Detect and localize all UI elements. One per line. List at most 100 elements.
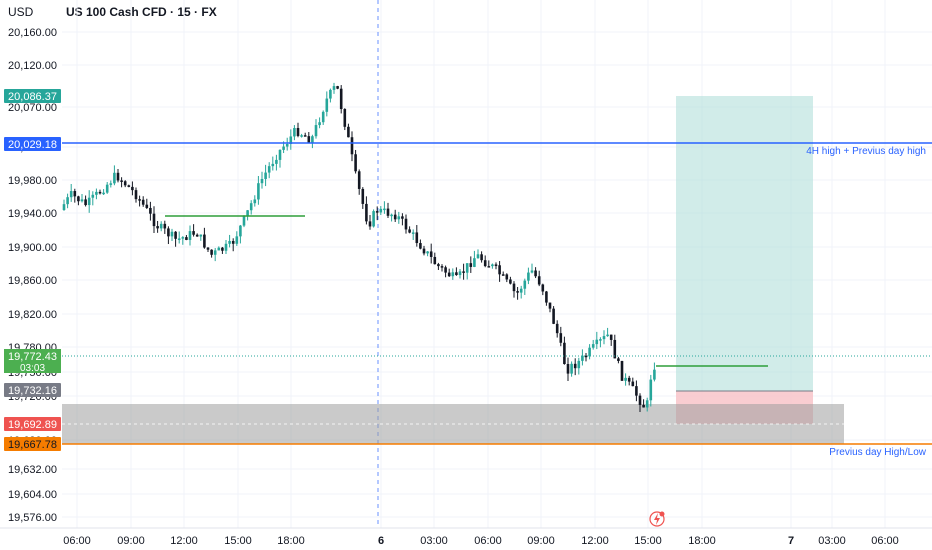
candle-body	[552, 308, 555, 324]
candle-body	[419, 243, 422, 249]
candle-body	[609, 334, 613, 340]
candle-body	[624, 377, 627, 381]
candle-body	[509, 279, 512, 284]
x-tick-label: 09:00	[527, 535, 555, 547]
candle-body	[84, 199, 87, 206]
candle-body	[372, 211, 375, 227]
candle-body	[350, 137, 354, 155]
candle-body	[426, 251, 429, 254]
tag-target: 20,086.37	[8, 91, 57, 103]
symbol-title[interactable]: US 100 Cash CFD · 15 · FX	[66, 5, 217, 19]
candle-body	[339, 88, 343, 110]
candle-body	[516, 291, 519, 293]
candle-body	[357, 171, 361, 189]
lightning-icon	[649, 511, 665, 527]
candle-body	[440, 266, 444, 268]
candle-body	[599, 339, 602, 341]
candle-body	[404, 218, 408, 230]
candle-body	[617, 358, 620, 361]
lightning-glyph	[654, 513, 660, 525]
candles[interactable]	[62, 82, 656, 412]
candle-body	[177, 238, 181, 240]
candle-body	[231, 240, 235, 244]
tag-entry-bg	[4, 383, 61, 397]
candle-body	[462, 271, 465, 273]
candle-body	[573, 363, 577, 369]
candle-body	[127, 185, 131, 187]
candle-body	[512, 283, 516, 292]
candle-body	[95, 191, 98, 195]
candle-body	[228, 240, 231, 244]
candle-body	[206, 247, 210, 250]
candle-body	[584, 355, 588, 358]
x-tick-label: 09:00	[117, 535, 145, 547]
candle-body	[541, 284, 545, 292]
candle-body	[354, 154, 357, 172]
candle-body	[113, 172, 116, 184]
tag-last-price: 19,772.43	[8, 351, 57, 363]
candle-body	[159, 223, 163, 229]
candle-body	[192, 231, 195, 235]
x-tick-label: 15:00	[634, 535, 662, 547]
candle-body	[267, 166, 271, 173]
candle-body	[131, 186, 134, 191]
candle-body	[311, 136, 314, 143]
candle-body	[264, 172, 267, 179]
y-tick-label: 19,632.00	[8, 464, 57, 476]
candle-body	[141, 199, 145, 205]
candle-body	[260, 178, 264, 184]
x-tick-label: 12:00	[170, 535, 198, 547]
candle-body	[476, 254, 480, 259]
y-tick-label: 20,120.00	[8, 60, 57, 72]
candle-body	[213, 250, 217, 255]
candle-body	[458, 271, 462, 276]
candle-body	[581, 355, 584, 361]
candle-body	[332, 86, 336, 90]
candle-body	[653, 369, 656, 380]
candle-body	[87, 197, 91, 206]
candle-body	[447, 272, 451, 277]
candle-body	[365, 203, 368, 222]
candle-body	[487, 266, 491, 268]
candle-body	[289, 136, 293, 145]
candle-body	[588, 347, 591, 357]
candle-body	[386, 208, 390, 216]
candle-body	[123, 181, 127, 186]
levels[interactable]: 4H high + Previus day high Previus day Hi…	[62, 142, 932, 458]
y-tick-label: 19,576.00	[8, 512, 57, 524]
tag-target-bg	[4, 89, 61, 103]
candle-body	[501, 274, 505, 276]
candle-body	[138, 199, 141, 201]
candle-body	[577, 360, 581, 369]
candle-body	[408, 229, 411, 233]
candle-body	[347, 126, 350, 138]
annotation-prev-day: Previus day High/Low	[829, 447, 926, 458]
candle-body	[66, 197, 69, 205]
candle-body	[242, 215, 246, 226]
x-axis[interactable]: 06:00 09:00 12:00 15:00 18:00 6 03:00 06:00 09:0…	[0, 527, 932, 547]
x-tick-label: 7	[788, 535, 794, 547]
candle-body	[548, 302, 552, 309]
candle-body	[336, 86, 339, 89]
y-tick-label: 20,070.00	[8, 102, 57, 114]
candle-body	[451, 272, 455, 277]
candle-body	[469, 263, 473, 267]
y-tick-label: 19,940.00	[8, 208, 57, 220]
candle-body	[257, 183, 260, 200]
candle-body	[415, 232, 419, 244]
candle-body	[635, 386, 638, 396]
candle-body	[188, 231, 192, 240]
candle-body	[321, 111, 325, 123]
alert-dot	[659, 511, 665, 517]
candle-body	[383, 208, 386, 211]
candle-body	[307, 136, 311, 143]
target-zone	[676, 96, 813, 391]
candle-body	[519, 288, 523, 293]
x-tick-label: 12:00	[581, 535, 609, 547]
x-tick-label: 06:00	[474, 535, 502, 547]
candle-body	[293, 128, 296, 137]
candle-body	[455, 272, 458, 276]
candle-body	[195, 234, 199, 237]
